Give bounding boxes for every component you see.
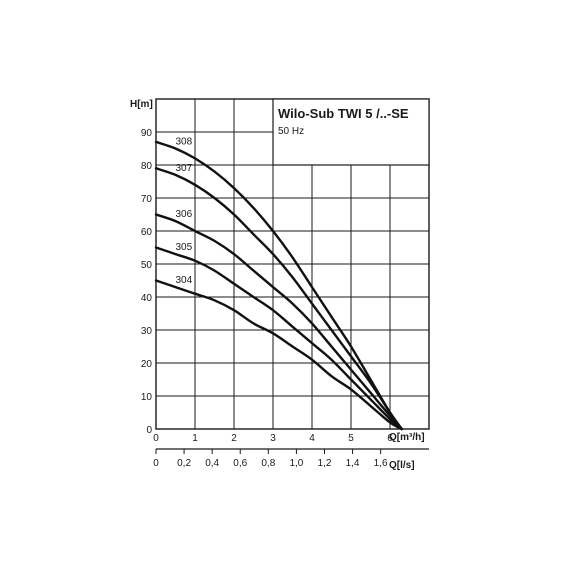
y-tick-label: 30	[141, 326, 153, 337]
series-line-305	[154, 246, 403, 431]
series-label-307: 307	[176, 163, 193, 174]
x2-tick-label: 1,6	[374, 458, 388, 469]
x2-tick-label: 1,4	[346, 458, 360, 469]
curves: 308 307 306 305 304	[154, 137, 403, 431]
y-tick-label: 80	[141, 161, 153, 172]
x-tick-label: 0	[153, 433, 159, 444]
x-tick-label: 2	[231, 433, 237, 444]
y-tick-label: 40	[141, 293, 153, 304]
x2-tick-label: 0,8	[261, 458, 275, 469]
x2-axis-label: Q[l/s]	[389, 460, 415, 471]
x-tick-label: 3	[270, 433, 276, 444]
x-tick-label: 1	[192, 433, 198, 444]
series-label-306: 306	[176, 209, 193, 220]
x2-tick-label: 0,6	[233, 458, 247, 469]
chart-subtitle: 50 Hz	[278, 126, 304, 137]
series-line-306	[154, 213, 403, 431]
series-label-304: 304	[176, 275, 193, 286]
x2-tick-label: 1,2	[318, 458, 332, 469]
series-label-308: 308	[176, 137, 193, 148]
y-tick-label: 70	[141, 194, 153, 205]
y-tick-label: 10	[141, 392, 153, 403]
chart-title: Wilo-Sub TWI 5 /..-SE	[278, 106, 409, 121]
series-label-305: 305	[176, 242, 193, 253]
y-tick-label: 60	[141, 227, 153, 238]
series-line-307	[154, 167, 403, 431]
x2-tick-label: 0	[153, 458, 159, 469]
title-box	[272, 98, 430, 166]
x-tick-label: 4	[309, 433, 315, 444]
x-tick-label: 6	[387, 433, 393, 444]
x-axis-label: Q[m³/h]	[389, 432, 425, 443]
y-tick-label: 50	[141, 260, 153, 271]
series-line-308	[154, 140, 403, 431]
y-tick-label: 0	[146, 425, 152, 436]
x-tick-label: 5	[348, 433, 354, 444]
y-axis-label: H[m]	[130, 99, 153, 110]
x2-tick-label: 0,2	[177, 458, 191, 469]
y-tick-label: 20	[141, 359, 153, 370]
x2-tick-label: 1,0	[289, 458, 303, 469]
y-tick-label: 90	[141, 128, 153, 139]
x2-tick-label: 0,4	[205, 458, 219, 469]
series-line-304	[154, 279, 403, 431]
